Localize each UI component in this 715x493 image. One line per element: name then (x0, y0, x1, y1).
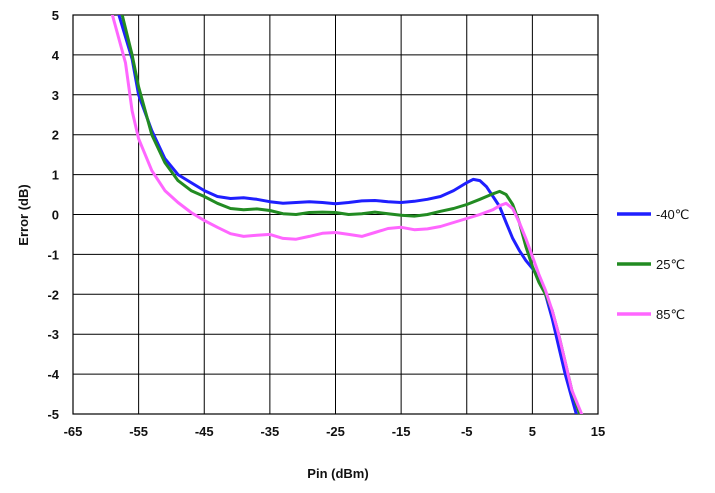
x-tick-label: 15 (591, 424, 605, 439)
x-tick-label: -15 (392, 424, 411, 439)
legend-label: -40℃ (656, 207, 689, 222)
y-tick-label: -4 (47, 367, 59, 382)
series-line-1 (120, 15, 582, 414)
grid (72, 14, 599, 415)
x-tick-label: -45 (195, 424, 214, 439)
legend: -40℃ 25℃ 85℃ (617, 207, 689, 322)
x-tick-label: -55 (129, 424, 148, 439)
y-tick-label: 3 (52, 88, 59, 103)
x-axis-title: Pin (dBm) (307, 466, 368, 481)
y-axis-title: Error (dB) (16, 184, 31, 245)
y-tick-label: -1 (47, 247, 59, 262)
y-tick-label: -5 (47, 407, 59, 422)
y-tick-label: -2 (47, 287, 59, 302)
legend-label: 25℃ (656, 257, 685, 272)
y-tick-label: 2 (52, 128, 59, 143)
x-tick-label: -65 (64, 424, 83, 439)
x-tick-label: 5 (529, 424, 536, 439)
x-tick-label: -5 (461, 424, 473, 439)
series-layer (110, 15, 584, 414)
y-tick-label: 4 (52, 48, 60, 63)
legend-label: 85℃ (656, 307, 685, 322)
x-tick-label: -25 (326, 424, 345, 439)
x-tick-label: -35 (260, 424, 279, 439)
y-tick-label: 1 (52, 168, 59, 183)
series-line-0 (117, 15, 578, 414)
series-line-2 (110, 15, 584, 414)
y-tick-label: -3 (47, 327, 59, 342)
y-tick-label: 0 (52, 208, 59, 223)
y-tick-label: 5 (52, 8, 59, 23)
